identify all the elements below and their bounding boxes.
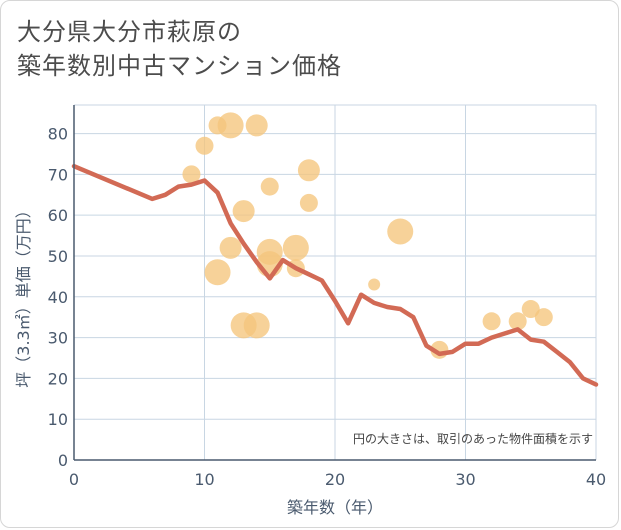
- bubble-point: [521, 300, 540, 319]
- y-tick-label: 0: [58, 451, 68, 470]
- bubble-point: [232, 200, 255, 223]
- y-axis-label: 坪（3.3㎡）単価（万円）: [14, 202, 33, 387]
- bubble-point: [182, 165, 201, 184]
- bubble-point: [217, 112, 244, 139]
- bubble-point: [219, 236, 242, 259]
- bubble-point: [195, 136, 214, 155]
- x-tick-label: 0: [69, 470, 79, 489]
- y-tick-label: 60: [48, 206, 68, 225]
- trend-line-series: [71, 163, 599, 387]
- bubble-point: [368, 278, 381, 291]
- bubble-series: [182, 112, 553, 359]
- x-axis-label: 築年数（年）: [287, 498, 383, 517]
- bubble-point: [245, 114, 268, 137]
- bubble-point: [534, 308, 553, 327]
- bubble-point: [387, 218, 414, 245]
- bubble-point: [299, 193, 318, 212]
- x-tick-label: 30: [455, 470, 475, 489]
- y-tick-label: 80: [48, 125, 68, 144]
- chart-title-line-1: 大分県大分市萩原の: [17, 18, 242, 46]
- y-tick-label: 20: [48, 369, 68, 388]
- bubble-size-note: 円の大きさは、取引のあった物件面積を示す: [353, 431, 593, 446]
- x-tick-label: 40: [586, 470, 606, 489]
- y-tick-label: 50: [48, 247, 68, 266]
- x-tick-label: 20: [325, 470, 345, 489]
- axes: [73, 105, 596, 461]
- grid-lines: [74, 104, 597, 460]
- x-tick-labels: 0 10 20 30 40: [69, 470, 606, 489]
- chart-title-line-2: 築年数別中古マンション価格: [17, 52, 342, 80]
- y-tick-label: 30: [48, 329, 68, 348]
- bubble-point: [260, 177, 279, 196]
- y-tick-label: 10: [48, 410, 68, 429]
- y-tick-label: 40: [48, 288, 68, 307]
- y-tick-labels: 0 10 20 30 40 50 60 70 80: [48, 125, 68, 470]
- x-tick-label: 10: [194, 470, 214, 489]
- y-tick-label: 70: [48, 165, 68, 184]
- chart-title: 大分県大分市萩原の 築年数別中古マンション価格: [17, 15, 342, 83]
- bubble-point: [508, 312, 527, 331]
- bubble-point: [282, 234, 309, 261]
- bubble-point: [482, 312, 501, 331]
- bubble-point: [297, 159, 320, 182]
- trend-line: [71, 163, 599, 387]
- bubble-point: [243, 312, 270, 339]
- bubble-point: [204, 259, 231, 286]
